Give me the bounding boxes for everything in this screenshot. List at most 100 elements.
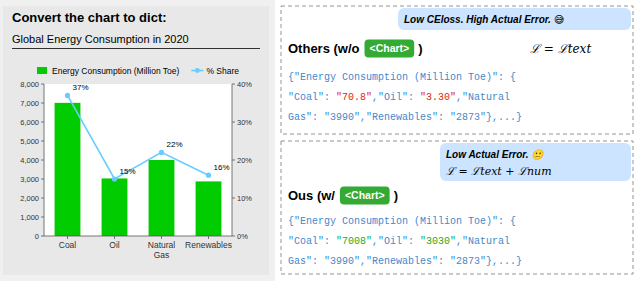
line (68, 95, 209, 179)
data-label: 22% (167, 140, 183, 149)
data-label: 37% (73, 83, 89, 92)
code-text: Gas": "3990","Renewables": "2873"},...} (288, 256, 522, 267)
x-tick-label-line: Natural (148, 240, 176, 250)
x-tick (114, 236, 115, 239)
x-tick (208, 236, 209, 239)
x-tick (67, 236, 68, 239)
bar (196, 181, 222, 236)
code-text: {"Energy Consumption (Million Toe)": { (288, 216, 516, 227)
x-tick-label: Renewables (185, 240, 232, 250)
code-text: "Coal": (288, 92, 336, 103)
code-text: "70.8" (336, 92, 372, 103)
row-label: Ous (w/ (288, 188, 335, 203)
legend-item: % Share (191, 66, 239, 76)
y-tick (41, 179, 44, 180)
row-label: ) (418, 41, 422, 56)
code-text: Gas": "3990","Renewables": "2873"},...} (288, 112, 522, 123)
header-bubble (398, 8, 631, 30)
code-text: "7008" (336, 236, 372, 247)
x-tick-label-line: Oil (109, 240, 120, 250)
y2-tick (232, 122, 235, 123)
y-tick (41, 198, 44, 199)
line-marker (159, 150, 164, 155)
bar (102, 178, 128, 236)
legend-item: Energy Consumption (Million Toe) (37, 66, 180, 76)
left-panel (3, 6, 269, 275)
legend-label: Energy Consumption (Million Toe) (52, 66, 180, 76)
line-marker (112, 176, 117, 181)
x-tick-label-line: Gas (154, 250, 170, 260)
header-bubble (440, 143, 631, 181)
plot-data (55, 93, 222, 236)
x-tick-label-line: Coal (59, 240, 77, 250)
data-label: 15% (120, 167, 136, 176)
chart-token-label: <Chart> (345, 189, 385, 201)
chart-token-label: <Chart> (370, 42, 410, 54)
y-tick-label: 1,000 (20, 213, 39, 222)
y-tick-label: 0 (35, 232, 39, 241)
chart-token-bg (365, 40, 415, 58)
x-tick (161, 236, 162, 239)
y-tick-label: 8,000 (20, 80, 39, 89)
y-tick (41, 141, 44, 142)
code-text: ,"Natural (456, 236, 510, 247)
y-tick (41, 122, 44, 123)
top-box (281, 6, 633, 134)
subtitle: Global Energy Consumption in 2020 (12, 33, 189, 45)
y-tick (41, 236, 44, 237)
y2-tick-label: 40% (237, 80, 252, 89)
y2-tick-label: 20% (237, 156, 252, 165)
row-label: Others (w/o (288, 41, 360, 56)
y-tick-label: 6,000 (20, 118, 39, 127)
title: Convert the chart to dict: (12, 10, 167, 25)
y2-tick (232, 236, 235, 237)
x-tick-label: Coal (59, 240, 77, 250)
y2-tick (232, 160, 235, 161)
header-text: Low Actual Error. 🙂 (446, 149, 545, 160)
y-tick-label: 4,000 (20, 156, 39, 165)
y-tick (41, 217, 44, 218)
y2-tick-label: 10% (237, 194, 252, 203)
code-text: "3.30" (420, 92, 456, 103)
code-text: ,"Oil": (372, 236, 420, 247)
chart-token: <Chart> (365, 40, 415, 58)
figure-background (0, 0, 640, 281)
row-label: ) (394, 188, 398, 203)
code-text: "Coal": (288, 236, 336, 247)
loss-formula: ℒ = ℒtext (530, 42, 591, 56)
chart-token: <Chart> (340, 187, 390, 205)
line-marker (65, 93, 70, 98)
code-text: ,"Natural (456, 92, 510, 103)
legend-marker (195, 68, 200, 73)
title-rule (12, 48, 260, 49)
y2-tick-label: 30% (237, 118, 252, 127)
y2-tick (232, 198, 235, 199)
y-tick-label: 3,000 (20, 175, 39, 184)
bar (149, 160, 175, 236)
x-tick-label-line: Renewables (185, 240, 232, 250)
data-label: 16% (214, 163, 230, 172)
legend: Energy Consumption (Million Toe) % Share (37, 66, 239, 76)
y2-tick (232, 84, 235, 85)
line-marker (206, 173, 211, 178)
bottom-box (281, 141, 633, 274)
header-text: Low CEloss. High Actual Error. 😅 (404, 14, 564, 25)
chart-token-bg (340, 187, 390, 205)
y-tick-label: 2,000 (20, 194, 39, 203)
code-text: {"Energy Consumption (Million Toe)": { (288, 72, 516, 83)
x-axis (44, 236, 232, 237)
x-tick-label: NaturalGas (148, 240, 176, 260)
y-tick (41, 160, 44, 161)
y-tick-label: 5,000 (20, 137, 39, 146)
right-panel (275, 0, 640, 281)
y-tick-label: 7,000 (20, 99, 39, 108)
code-text: "3030" (420, 236, 456, 247)
figure: Convert the chart to dict: Global Energy … (0, 0, 640, 281)
x-tick-label: Oil (109, 240, 120, 250)
y-tick (41, 84, 44, 85)
y2-tick-label: 0% (237, 232, 248, 241)
loss-formula: ℒ = ℒtext + ℒnum (446, 165, 552, 178)
y-tick (41, 103, 44, 104)
legend-label: % Share (206, 66, 239, 76)
code-text: ,"Oil": (372, 92, 420, 103)
